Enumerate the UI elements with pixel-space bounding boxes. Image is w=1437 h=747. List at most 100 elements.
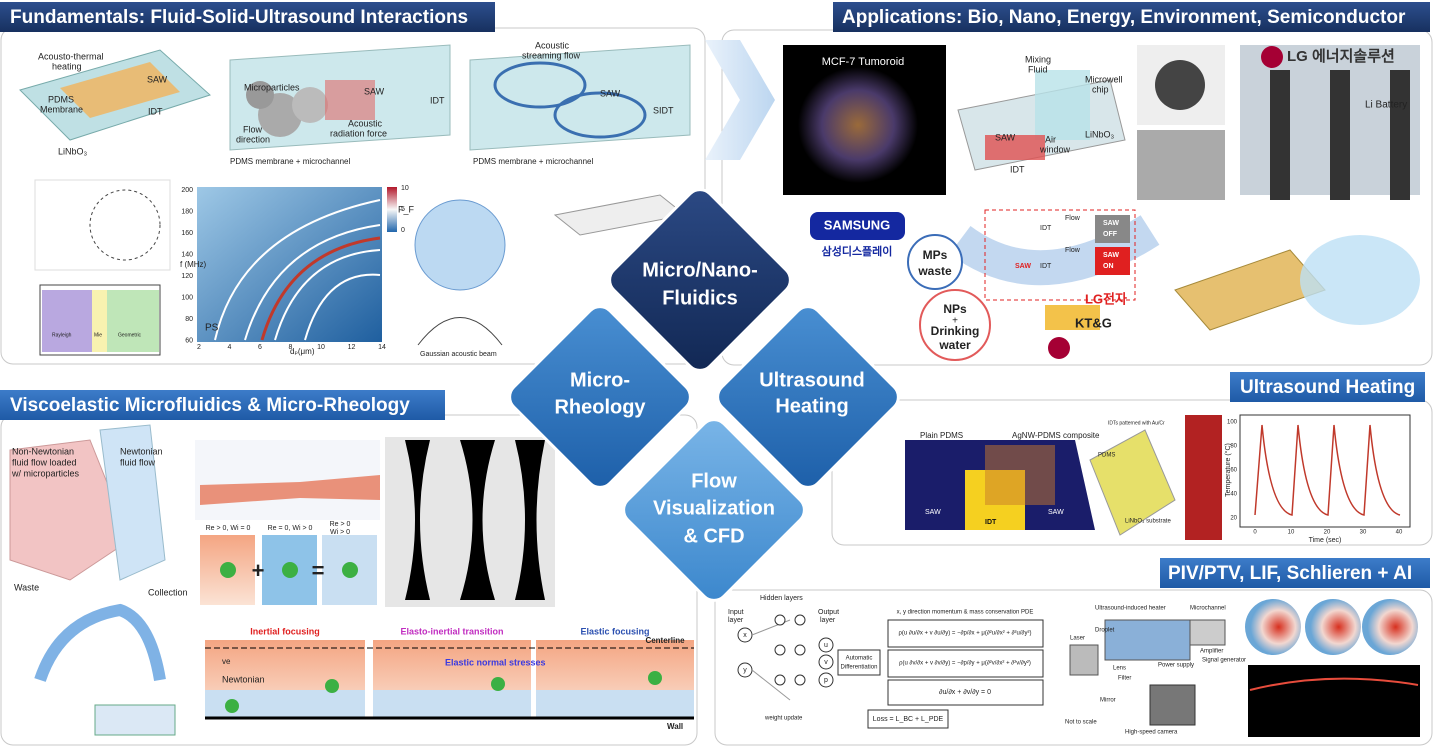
figure-label: +	[252, 558, 265, 583]
hub-label: Fluidics	[662, 287, 738, 309]
tick-label: 120	[181, 273, 193, 280]
hub: Micro/Nano- Fluidics Micro- Rheology Ult…	[508, 188, 900, 602]
tick-label: 4	[228, 344, 232, 351]
header-box	[833, 2, 1430, 32]
figure-label: NPs	[943, 302, 967, 316]
figure-label: weight update	[764, 716, 803, 722]
figure-label: SAW	[600, 88, 621, 98]
figure-label: dₚ(μm)	[290, 347, 315, 356]
figure-label: Plain PDMS	[920, 431, 963, 440]
figure-label: LiNbO₃	[1085, 129, 1115, 139]
figure-label: Hidden layers	[760, 595, 803, 602]
figure-label: =	[312, 558, 325, 583]
figure-label: Air	[1045, 134, 1056, 144]
figure-label: Signal generator	[1202, 658, 1246, 664]
header-box	[1160, 558, 1430, 588]
tick-label: 6	[258, 344, 262, 351]
figure-label: AgNW-PDMS composite	[1012, 431, 1100, 440]
figure-label: x	[743, 632, 747, 639]
figure-art	[19, 44, 691, 356]
tick-label: 40	[1396, 530, 1403, 536]
figure-label: Differentiation	[841, 665, 878, 671]
figure-label: MPs	[923, 248, 948, 262]
hub-label: Flow	[691, 470, 737, 492]
hub-diamond	[622, 418, 806, 602]
figure-label: layer	[728, 617, 744, 624]
figure-label: SAW	[147, 74, 168, 84]
figure-label: Elasto-inertial transition	[400, 626, 503, 636]
chevron	[705, 40, 775, 160]
tick-label: 160	[181, 230, 193, 237]
figure-label: SAW	[364, 86, 385, 96]
figure-label: ON	[1103, 263, 1114, 270]
tick-label: 0	[1253, 530, 1257, 536]
figure-label: SAW	[1103, 252, 1119, 259]
figure-label: Fluid	[1028, 64, 1048, 74]
figure-label: +	[952, 316, 958, 327]
tick-label: 2	[197, 344, 201, 351]
hub-diamond	[508, 305, 692, 489]
figure-label: streaming flow	[522, 50, 581, 60]
figure-label: layer	[820, 617, 836, 624]
tick-label: 60	[1230, 468, 1237, 474]
figure-label: SAW	[1048, 509, 1064, 516]
figure-label: Microparticles	[244, 82, 300, 92]
section-title: Viscoelastic Microfluidics & Micro-Rheol…	[10, 395, 410, 416]
tick-label: 200	[181, 187, 193, 194]
figure-label: ∂u/∂x + ∂v/∂y = 0	[939, 689, 991, 696]
figure-label: Laser	[1070, 636, 1085, 642]
figure-label: MCF-7 Tumoroid	[822, 56, 905, 68]
tick-label: 80	[185, 316, 193, 323]
tick-label: 60	[185, 337, 193, 344]
figure-art	[783, 45, 1420, 361]
figure-label: Re > 0, Wi = 0	[206, 525, 251, 532]
figure-label: ρ(u ∂v/∂x + v ∂v/∂y) = −∂p/∂y + μ(∂²v/∂x…	[899, 660, 1031, 667]
figure-label: Inertial focusing	[250, 626, 320, 636]
figure-label: IDT	[1010, 164, 1025, 174]
figure-label: IDT	[1040, 225, 1052, 232]
figure-label: window	[1039, 144, 1071, 154]
figure-label: SAW	[995, 132, 1016, 142]
figure-label: radiation force	[330, 128, 387, 138]
figure-label: Loss = L_BC + L_PDE	[873, 716, 944, 723]
figure-label: water	[938, 338, 971, 352]
tick-label: 14	[378, 344, 386, 351]
figure-label: Mirror	[1100, 698, 1116, 704]
header-box	[1230, 372, 1425, 402]
figure-label: u	[824, 642, 828, 649]
figure-label: Filter	[1118, 676, 1131, 682]
figure-label: w/ microparticles	[11, 468, 80, 478]
figure-label: fluid flow loaded	[12, 457, 77, 467]
figure-label: Flow	[1065, 215, 1081, 222]
figure-label: Drinking	[931, 324, 980, 338]
tick-label: 100	[181, 294, 193, 301]
figure-label: SAMSUNG	[824, 217, 890, 232]
figure-label: Collection	[148, 587, 188, 597]
hub-label: Micro/Nano-	[642, 259, 758, 281]
figure-label: PDMS membrane + microchannel	[230, 157, 350, 166]
figure-label: Microchannel	[1190, 606, 1226, 612]
tick-label: 30	[1360, 530, 1367, 536]
figure-label: PDMS	[48, 94, 74, 104]
figure-label: Droplet	[1095, 628, 1115, 634]
figure-label: IDT	[985, 519, 997, 526]
figure-label: Flow	[1065, 247, 1081, 254]
figure-label: Amplifier	[1200, 649, 1223, 655]
figure-label: OFF	[1103, 231, 1118, 238]
figure-label: LG전자	[1085, 291, 1127, 306]
tick-label: 20	[1324, 530, 1331, 536]
figure-label: waste	[917, 264, 952, 278]
figure-label: F_F	[398, 204, 415, 214]
tick-label: 40	[1230, 492, 1237, 498]
figure-label: f (MHz)	[180, 260, 207, 269]
figure-art	[905, 414, 1411, 540]
tick-label: 10	[1288, 530, 1295, 536]
figure-label: Waste	[14, 582, 39, 592]
figure-label: ρ(u ∂u/∂x + v ∂u/∂y) = −∂p/∂x + μ(∂²u/∂x…	[898, 630, 1031, 637]
tick-label: 20	[1230, 516, 1237, 522]
figure-label: Re = 0, Wi > 0	[268, 525, 313, 532]
figure-label: direction	[236, 134, 270, 144]
tick-label: 140	[181, 251, 193, 258]
figure-label: Elastic focusing	[580, 626, 649, 636]
